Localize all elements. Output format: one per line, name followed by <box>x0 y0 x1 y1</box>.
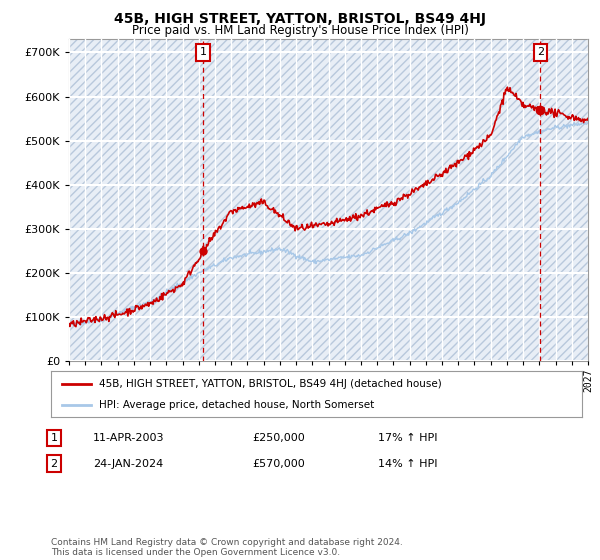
Text: £250,000: £250,000 <box>252 433 305 443</box>
Text: 2: 2 <box>50 459 58 469</box>
Text: 24-JAN-2024: 24-JAN-2024 <box>93 459 163 469</box>
Text: 1: 1 <box>50 433 58 443</box>
Text: 1: 1 <box>200 48 207 58</box>
Text: Contains HM Land Registry data © Crown copyright and database right 2024.
This d: Contains HM Land Registry data © Crown c… <box>51 538 403 557</box>
Text: £570,000: £570,000 <box>252 459 305 469</box>
Text: 17% ↑ HPI: 17% ↑ HPI <box>378 433 437 443</box>
Text: 11-APR-2003: 11-APR-2003 <box>93 433 164 443</box>
Text: HPI: Average price, detached house, North Somerset: HPI: Average price, detached house, Nort… <box>99 400 374 410</box>
Text: Price paid vs. HM Land Registry's House Price Index (HPI): Price paid vs. HM Land Registry's House … <box>131 24 469 36</box>
Text: 45B, HIGH STREET, YATTON, BRISTOL, BS49 4HJ (detached house): 45B, HIGH STREET, YATTON, BRISTOL, BS49 … <box>99 379 442 389</box>
Text: 45B, HIGH STREET, YATTON, BRISTOL, BS49 4HJ: 45B, HIGH STREET, YATTON, BRISTOL, BS49 … <box>114 12 486 26</box>
Text: 14% ↑ HPI: 14% ↑ HPI <box>378 459 437 469</box>
Text: 2: 2 <box>537 48 544 58</box>
